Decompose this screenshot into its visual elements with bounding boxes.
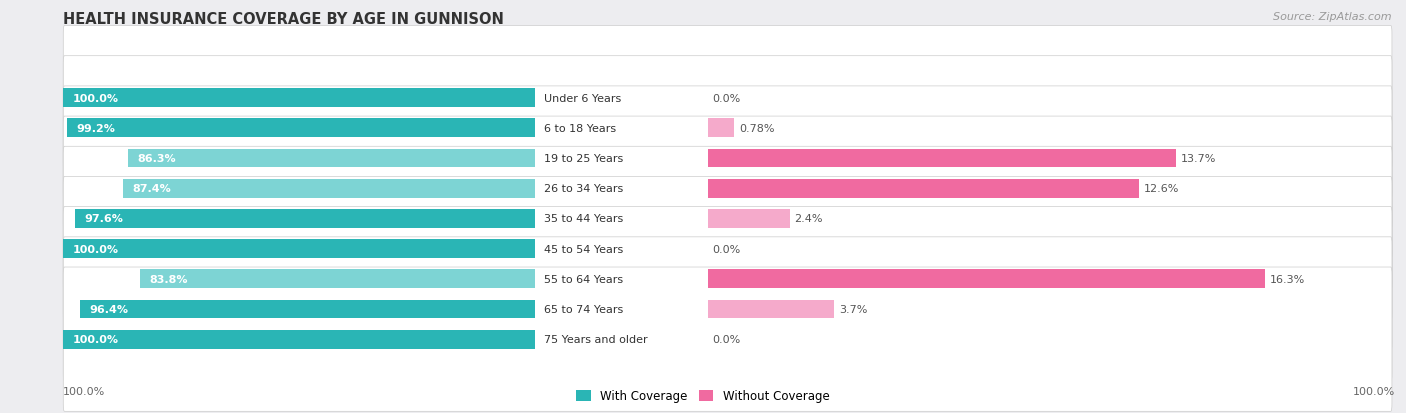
Text: 55 to 64 Years: 55 to 64 Years <box>544 274 623 284</box>
Bar <box>67 119 534 138</box>
Text: 96.4%: 96.4% <box>90 304 129 314</box>
Text: 0.0%: 0.0% <box>713 244 741 254</box>
Text: 12.6%: 12.6% <box>1143 184 1178 194</box>
Text: 100.0%: 100.0% <box>73 244 118 254</box>
Legend: With Coverage, Without Coverage: With Coverage, Without Coverage <box>572 385 834 407</box>
FancyBboxPatch shape <box>63 237 1392 381</box>
Text: 99.2%: 99.2% <box>76 123 115 133</box>
FancyBboxPatch shape <box>63 267 1392 411</box>
Bar <box>63 240 534 259</box>
Bar <box>707 119 734 138</box>
FancyBboxPatch shape <box>63 207 1392 351</box>
Text: 100.0%: 100.0% <box>73 335 118 344</box>
Text: 75 Years and older: 75 Years and older <box>544 335 648 344</box>
FancyBboxPatch shape <box>63 87 1392 230</box>
Bar <box>707 300 834 318</box>
Bar <box>122 179 534 198</box>
Bar <box>80 300 534 318</box>
Bar <box>707 179 1139 198</box>
Text: 65 to 74 Years: 65 to 74 Years <box>544 304 624 314</box>
FancyBboxPatch shape <box>63 177 1392 321</box>
Text: Under 6 Years: Under 6 Years <box>544 93 621 103</box>
Bar <box>75 209 534 228</box>
Bar <box>707 150 1177 168</box>
FancyBboxPatch shape <box>63 57 1392 201</box>
Text: 3.7%: 3.7% <box>839 304 868 314</box>
Text: 6 to 18 Years: 6 to 18 Years <box>544 123 616 133</box>
Text: HEALTH INSURANCE COVERAGE BY AGE IN GUNNISON: HEALTH INSURANCE COVERAGE BY AGE IN GUNN… <box>63 12 505 27</box>
Text: Source: ZipAtlas.com: Source: ZipAtlas.com <box>1274 12 1392 22</box>
Text: 35 to 44 Years: 35 to 44 Years <box>544 214 624 224</box>
Text: 26 to 34 Years: 26 to 34 Years <box>544 184 624 194</box>
Text: 13.7%: 13.7% <box>1181 154 1216 164</box>
Text: 100.0%: 100.0% <box>1353 387 1395 396</box>
FancyBboxPatch shape <box>63 117 1392 261</box>
Bar <box>139 270 534 288</box>
Text: 2.4%: 2.4% <box>794 214 823 224</box>
Text: 19 to 25 Years: 19 to 25 Years <box>544 154 624 164</box>
Text: 100.0%: 100.0% <box>63 387 105 396</box>
Text: 16.3%: 16.3% <box>1270 274 1305 284</box>
Text: 0.78%: 0.78% <box>740 123 775 133</box>
Text: 97.6%: 97.6% <box>84 214 122 224</box>
Text: 0.0%: 0.0% <box>713 335 741 344</box>
Bar <box>63 330 534 349</box>
Bar <box>63 89 534 108</box>
Bar <box>707 270 1265 288</box>
FancyBboxPatch shape <box>63 26 1392 171</box>
Text: 100.0%: 100.0% <box>73 93 118 103</box>
FancyBboxPatch shape <box>63 147 1392 291</box>
Bar <box>128 150 534 168</box>
Text: 87.4%: 87.4% <box>132 184 172 194</box>
Text: 45 to 54 Years: 45 to 54 Years <box>544 244 624 254</box>
Bar <box>707 209 790 228</box>
Text: 83.8%: 83.8% <box>149 274 187 284</box>
Text: 86.3%: 86.3% <box>138 154 176 164</box>
Text: 0.0%: 0.0% <box>713 93 741 103</box>
